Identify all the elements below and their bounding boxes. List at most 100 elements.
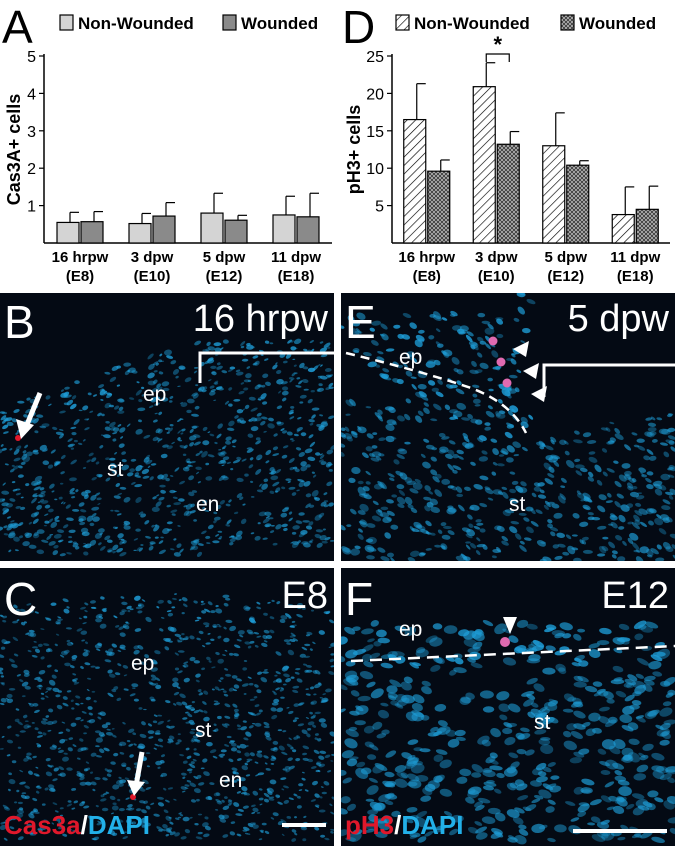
y-tick-label: 15 (366, 124, 384, 141)
arrow-icon (23, 392, 43, 428)
x-tick-label: 5 dpw (544, 249, 587, 266)
bar-non-wounded (611, 213, 635, 244)
arrow-head-icon (127, 780, 145, 796)
x-tick-label: 16 hrpw (52, 249, 109, 266)
bar-non-wounded (542, 145, 566, 244)
label-ep: ep (399, 618, 423, 641)
label-en: en (219, 769, 243, 792)
ph3-positive-cell (496, 357, 506, 367)
nuclei-texture-b (0, 338, 334, 557)
panel-label-c: C (4, 573, 38, 625)
legend-swatch (59, 14, 74, 31)
y-axis-title: Cas3A+ cells (4, 94, 24, 206)
arrowhead-icon (503, 617, 517, 634)
bar-wounded (566, 164, 590, 244)
bar-non-wounded (128, 222, 152, 244)
label-st: st (107, 458, 124, 481)
stain-legend-c: Cas3a/DAPI (4, 810, 150, 841)
legend-entry: Wounded (579, 14, 656, 33)
legend-swatch (560, 14, 575, 31)
x-tick-label: 16 hrpw (398, 249, 455, 266)
label-ep: ep (399, 346, 423, 369)
wound-bracket (198, 351, 334, 383)
y-axis-title: pH3+ cells (344, 105, 364, 195)
bar-wounded (80, 221, 104, 244)
bar-non-wounded (56, 221, 80, 244)
stain-blue-label: DAPI (87, 810, 150, 840)
nuclei-texture-c (0, 593, 334, 842)
y-tick-label: 3 (27, 124, 36, 141)
arrowhead-icon (531, 386, 547, 402)
ph3-positive-cell (488, 336, 498, 346)
x-tick-label: (E18) (617, 268, 654, 285)
y-tick-label: 1 (27, 199, 36, 216)
x-tick-label: 3 dpw (131, 249, 174, 266)
panel-b-title: 16 hrpw (192, 298, 328, 340)
nuclei-cluster (341, 293, 675, 561)
stain-separator: / (394, 810, 402, 840)
stain-red-label: Cas3a (4, 810, 81, 840)
panel-e-micrograph: E 5 dpw ep st (341, 293, 675, 561)
wound-bracket (542, 363, 675, 397)
bar-wounded (224, 219, 248, 244)
bar-wounded (296, 216, 320, 244)
panel-e-title: 5 dpw (567, 298, 669, 340)
panel-f-title: E12 (601, 575, 669, 617)
panel-c-micrograph: C E8 ep st en Cas3a/DAPI (0, 568, 334, 846)
bar-non-wounded (200, 212, 224, 244)
bar-wounded (635, 208, 659, 244)
stain-blue-label: DAPI (401, 810, 464, 840)
bar-non-wounded (272, 214, 296, 244)
bar-wounded (427, 170, 451, 244)
bar-wounded (152, 215, 176, 244)
label-ep: ep (131, 652, 155, 675)
cas3a-positive-cell (130, 794, 136, 800)
y-tick-label: 20 (366, 86, 384, 103)
x-tick-label: (E18) (278, 268, 315, 285)
nuclei-cluster (0, 593, 334, 842)
panel-label-e: E (345, 296, 376, 348)
legend-entry: Non-Wounded (414, 14, 530, 33)
y-tick-label: 2 (27, 161, 36, 178)
label-ep: ep (143, 383, 167, 406)
panel-label-a: A (2, 1, 33, 53)
significance-bracket (485, 53, 510, 62)
label-st: st (534, 711, 551, 734)
arrowhead-icon (523, 363, 539, 379)
panel-label-b: B (4, 296, 35, 348)
x-tick-label: 5 dpw (203, 249, 246, 266)
bar-wounded (496, 143, 520, 244)
x-tick-label: (E8) (66, 268, 94, 285)
significance-star: * (493, 32, 502, 57)
nuclei-texture-f (341, 617, 675, 845)
y-tick-label: 5 (27, 49, 36, 66)
panel-b-micrograph: B 16 hrpw ep st en (0, 293, 334, 561)
stain-separator: / (80, 810, 88, 840)
x-tick-label: (E8) (413, 268, 441, 285)
legend-swatch (222, 14, 237, 31)
stain-legend-f: pH3/DAPI (345, 810, 463, 841)
y-tick-label: 10 (366, 161, 384, 178)
bar-non-wounded (403, 118, 427, 244)
nuclei-cluster (341, 619, 675, 845)
y-tick-label: 25 (366, 49, 384, 66)
x-tick-label: (E10) (478, 268, 515, 285)
arrowhead-icon (513, 341, 529, 357)
y-tick-label: 4 (27, 86, 36, 103)
legend-entry: Non-Wounded (78, 14, 194, 33)
arrow-icon (133, 751, 145, 787)
x-tick-label: 11 dpw (271, 249, 321, 266)
nuclei-cluster (0, 338, 334, 557)
x-tick-label: 3 dpw (475, 249, 518, 266)
x-tick-label: (E12) (547, 268, 584, 285)
label-st: st (509, 493, 526, 516)
epidermis-boundary-line (350, 644, 675, 663)
legend-swatch (395, 14, 410, 31)
label-en: en (196, 493, 220, 516)
bar-non-wounded (472, 86, 496, 244)
ph3-positive-cell (502, 378, 512, 388)
label-st: st (195, 719, 212, 742)
cas3a-positive-cell (15, 435, 21, 441)
panel-f-micrograph: F E12 ep st pH3/DAPI (341, 568, 675, 846)
x-tick-label: (E12) (206, 268, 243, 285)
